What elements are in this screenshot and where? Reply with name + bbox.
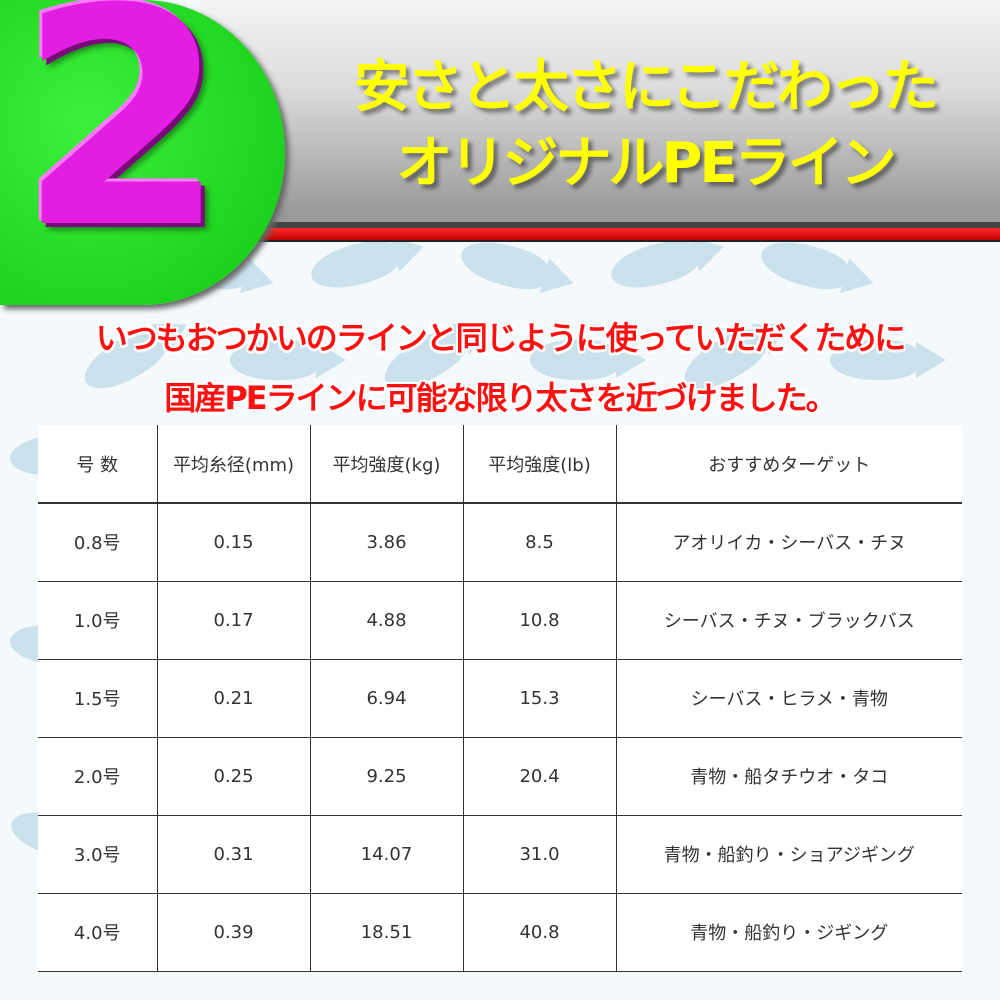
fish-silhouette-icon [456,234,554,296]
header-target: おすすめターゲット [615,425,962,504]
subheadline-line2: 国産PEラインに可能な限り太さを近づけました。 [164,379,837,417]
table-row: 1.0号 0.17 4.88 10.8 シーバス・チヌ・ブラックバス [38,580,962,660]
fish-silhouette-icon [230,340,346,380]
table-header-row: 号 数 平均糸径(mm) 平均強度(kg) 平均強度(lb) おすすめターゲット [38,425,962,504]
cell-size: 0.8号 [38,502,158,582]
cell-diameter: 0.15 [156,502,311,582]
cell-target: 青物・船釣り・ショアジギング [615,814,962,894]
cell-diameter: 0.17 [156,580,311,660]
cell-diameter: 0.25 [156,736,311,816]
cell-strength-lb: 15.3 [462,658,617,738]
fish-silhouette-icon [530,340,646,380]
header-strength-lb: 平均強度(lb) [462,425,617,504]
cell-diameter: 0.39 [156,892,311,972]
cell-strength-lb: 20.4 [462,736,617,816]
cell-strength-kg: 9.25 [309,736,464,816]
fish-silhouette-icon [606,234,704,296]
subheadline-line1: いつもおつかいのラインと同じように使っていただくために [95,319,906,357]
header-size: 号 数 [38,425,158,504]
header-red-stripe [200,228,1000,242]
cell-strength-kg: 14.07 [309,814,464,894]
cell-size: 1.5号 [38,658,158,738]
headline-line2: オリジナルPEライン [396,131,896,196]
cell-size: 2.0号 [38,736,158,816]
cell-strength-lb: 8.5 [462,502,617,582]
table-row: 4.0号 0.39 18.51 40.8 青物・船釣り・ジギング [38,892,962,972]
spec-table: 号 数 平均糸径(mm) 平均強度(kg) 平均強度(lb) おすすめターゲット… [38,425,962,972]
table-row: 1.5号 0.21 6.94 15.3 シーバス・ヒラメ・青物 [38,658,962,738]
headline-line1: 安さと太さにこだわった [354,55,939,120]
fish-silhouette-icon [830,340,946,380]
cell-target: シーバス・ヒラメ・青物 [615,658,962,738]
table-row: 2.0号 0.25 9.25 20.4 青物・船タチウオ・タコ [38,736,962,816]
fish-silhouette-icon [306,234,404,296]
header-diameter: 平均糸径(mm) [156,425,311,504]
fish-silhouette-icon [756,234,854,296]
table-row: 0.8号 0.15 3.86 8.5 アオリイカ・シーバス・チヌ [38,502,962,582]
cell-diameter: 0.21 [156,658,311,738]
cell-strength-kg: 6.94 [309,658,464,738]
cell-strength-kg: 3.86 [309,502,464,582]
cell-strength-kg: 18.51 [309,892,464,972]
badge-circle [0,0,285,305]
cell-size: 4.0号 [38,892,158,972]
cell-target: アオリイカ・シーバス・チヌ [615,502,962,582]
cell-target: シーバス・チヌ・ブラックバス [615,580,962,660]
cell-strength-lb: 31.0 [462,814,617,894]
cell-size: 1.0号 [38,580,158,660]
cell-strength-lb: 10.8 [462,580,617,660]
header-strength-kg: 平均強度(kg) [309,425,464,504]
cell-size: 3.0号 [38,814,158,894]
cell-strength-lb: 40.8 [462,892,617,972]
table-row: 3.0号 0.31 14.07 31.0 青物・船釣り・ショアジギング [38,814,962,894]
cell-target: 青物・船タチウオ・タコ [615,736,962,816]
cell-strength-kg: 4.88 [309,580,464,660]
header-band [200,0,1000,228]
cell-target: 青物・船釣り・ジギング [615,892,962,972]
cell-diameter: 0.31 [156,814,311,894]
badge-number: 2 [18,0,227,294]
